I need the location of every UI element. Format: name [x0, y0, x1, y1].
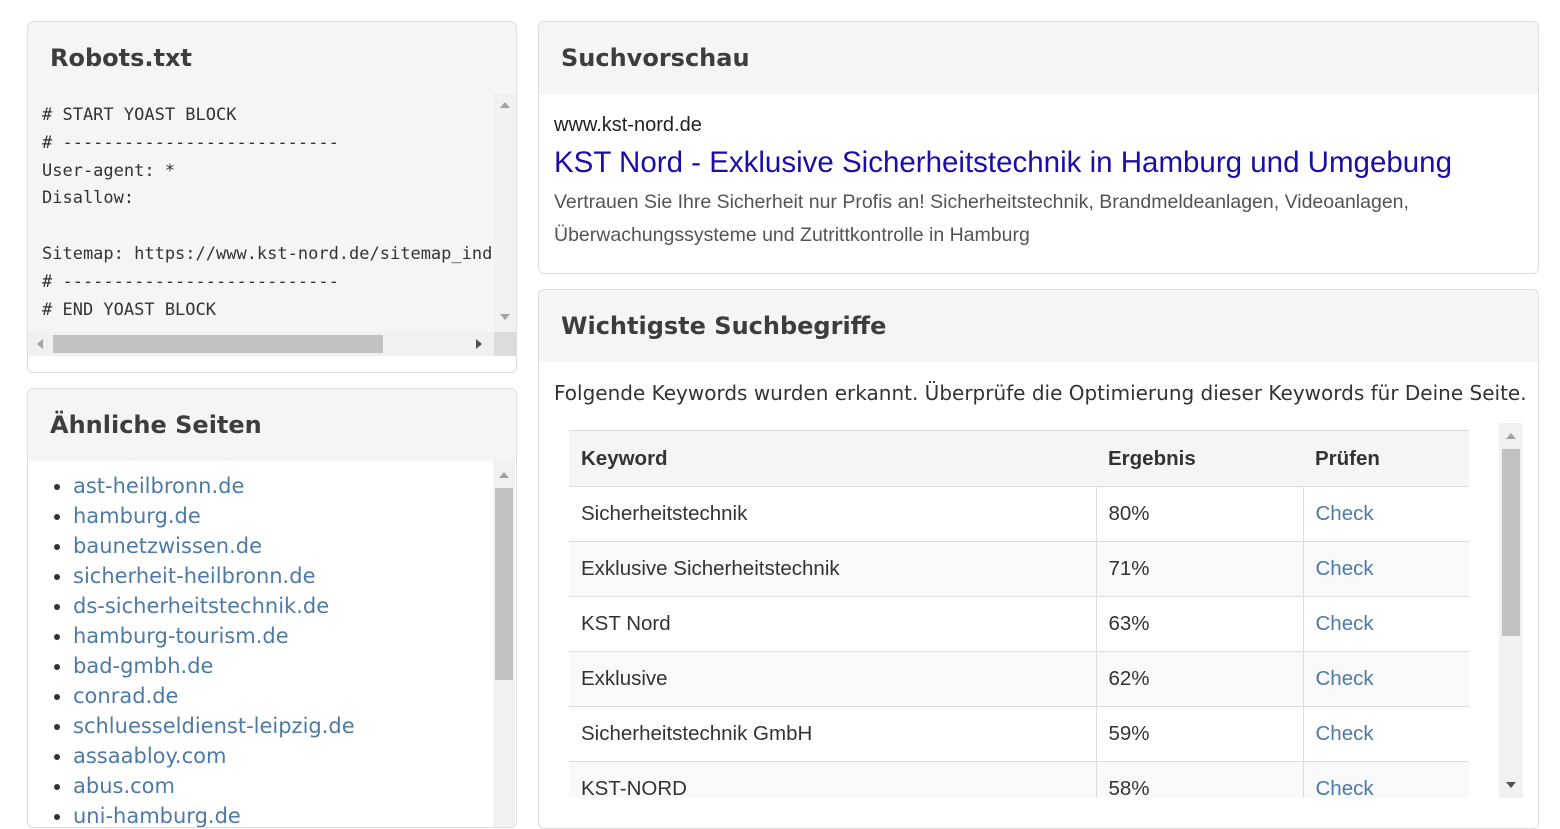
similar-page-link[interactable]: uni-hamburg.de [73, 804, 241, 828]
similar-page-link[interactable]: sicherheit-heilbronn.de [73, 564, 316, 588]
table-row: KST Nord 63% Check [569, 596, 1469, 652]
similar-page-link[interactable]: hamburg.de [73, 504, 201, 528]
scroll-down-arrow-icon[interactable] [1506, 782, 1516, 788]
table-row: Exklusive Sicherheitstechnik 71% Check [569, 541, 1469, 597]
list-item: baunetzwissen.de [73, 531, 493, 561]
check-cell: Check [1302, 486, 1469, 542]
check-link[interactable]: Check [1315, 667, 1374, 690]
robots-horizontal-scroll-thumb[interactable] [53, 335, 383, 353]
similar-pages-panel: Ähnliche Seiten ast-heilbronn.de hamburg… [27, 388, 517, 828]
search-preview-title: Suchvorschau [539, 22, 1538, 94]
check-link[interactable]: Check [1315, 777, 1374, 798]
similar-page-link[interactable]: baunetzwissen.de [73, 534, 263, 558]
keyword-cell: Sicherheitstechnik [569, 486, 1096, 542]
similar-page-link[interactable]: abus.com [73, 774, 175, 798]
list-item: schluesseldienst-leipzig.de [73, 711, 493, 741]
keywords-panel: Wichtigste Suchbegriffe Folgende Keyword… [538, 289, 1539, 829]
serp-snippet: www.kst-nord.de KST Nord - Exklusive Sic… [554, 114, 1514, 252]
scroll-up-arrow-icon[interactable] [499, 472, 509, 478]
score-cell: 63% [1095, 596, 1303, 652]
list-item: ast-heilbronn.de [73, 471, 493, 501]
list-item: ds-sicherheitstechnik.de [73, 591, 493, 621]
similar-pages-list: ast-heilbronn.de hamburg.de baunetzwisse… [28, 461, 493, 828]
robots-textarea[interactable]: # START YOAST BLOCK # ------------------… [28, 94, 516, 356]
scroll-down-arrow-icon[interactable] [500, 314, 510, 320]
keywords-intro-text: Folgende Keywords wurden erkannt. Überpr… [554, 381, 1527, 405]
column-header-result: Ergebnis [1096, 430, 1303, 487]
list-item: uni-hamburg.de [73, 801, 493, 828]
score-cell: 59% [1095, 706, 1303, 762]
robots-content[interactable]: # START YOAST BLOCK # ------------------… [42, 105, 493, 320]
similar-pages-title: Ähnliche Seiten [28, 389, 516, 461]
list-item: hamburg.de [73, 501, 493, 531]
column-header-keyword: Keyword [569, 430, 1096, 487]
search-preview-panel: Suchvorschau www.kst-nord.de KST Nord - … [538, 21, 1539, 274]
check-cell: Check [1302, 596, 1469, 652]
scroll-up-arrow-icon[interactable] [1506, 433, 1516, 439]
check-link[interactable]: Check [1315, 722, 1374, 745]
serp-url: www.kst-nord.de [554, 114, 702, 136]
score-cell: 62% [1095, 651, 1303, 707]
keywords-title: Wichtigste Suchbegriffe [539, 290, 1538, 362]
check-cell: Check [1302, 761, 1469, 798]
similar-page-link[interactable]: ds-sicherheitstechnik.de [73, 594, 330, 618]
check-link[interactable]: Check [1315, 502, 1374, 525]
check-cell: Check [1302, 541, 1469, 597]
keyword-cell: Exklusive [569, 651, 1096, 707]
keywords-scroll-thumb[interactable] [1502, 449, 1520, 636]
score-cell: 58% [1095, 761, 1303, 798]
robots-panel: Robots.txt # START YOAST BLOCK # -------… [27, 21, 517, 373]
keywords-table: Keyword Ergebnis Prüfen Sicherheitstechn… [569, 430, 1469, 798]
list-item: abus.com [73, 771, 493, 801]
robots-horizontal-scrollbar[interactable] [28, 332, 494, 356]
table-header-row: Keyword Ergebnis Prüfen [569, 430, 1469, 487]
similar-page-link[interactable]: assaabloy.com [73, 744, 227, 768]
keyword-cell: Sicherheitstechnik GmbH [569, 706, 1096, 762]
scroll-up-arrow-icon[interactable] [500, 102, 510, 108]
check-cell: Check [1302, 651, 1469, 707]
keyword-cell: Exklusive Sicherheitstechnik [569, 541, 1096, 597]
serp-title-link[interactable]: KST Nord - Exklusive Sicherheitstechnik … [554, 146, 1452, 179]
score-cell: 71% [1095, 541, 1303, 597]
list-item: bad-gmbh.de [73, 651, 493, 681]
check-link[interactable]: Check [1315, 557, 1374, 580]
table-row: Sicherheitstechnik 80% Check [569, 486, 1469, 542]
check-link[interactable]: Check [1315, 612, 1374, 635]
serp-description: Vertrauen Sie Ihre Sicherheit nur Profis… [554, 191, 1409, 246]
similar-page-link[interactable]: bad-gmbh.de [73, 654, 214, 678]
robots-title: Robots.txt [28, 22, 516, 94]
similar-page-link[interactable]: ast-heilbronn.de [73, 474, 245, 498]
robots-vertical-scrollbar[interactable] [494, 94, 516, 332]
similar-pages-scrollbar[interactable] [493, 461, 515, 827]
similar-pages-scroll-thumb[interactable] [495, 488, 513, 680]
table-row: KST-NORD 58% Check [569, 761, 1469, 798]
column-header-check: Prüfen [1303, 430, 1469, 487]
list-item: hamburg-tourism.de [73, 621, 493, 651]
keyword-cell: KST Nord [569, 596, 1096, 652]
list-item: assaabloy.com [73, 741, 493, 771]
similar-page-link[interactable]: schluesseldienst-leipzig.de [73, 714, 355, 738]
list-item: conrad.de [73, 681, 493, 711]
scroll-right-arrow-icon[interactable] [476, 339, 482, 349]
scroll-corner [494, 332, 516, 356]
table-row: Exklusive 62% Check [569, 651, 1469, 707]
table-row: Sicherheitstechnik GmbH 59% Check [569, 706, 1469, 762]
keywords-table-scrollbar[interactable] [1499, 423, 1523, 798]
keywords-table-container: Keyword Ergebnis Prüfen Sicherheitstechn… [569, 430, 1469, 798]
scroll-left-arrow-icon[interactable] [37, 339, 43, 349]
check-cell: Check [1302, 706, 1469, 762]
keyword-cell: KST-NORD [569, 761, 1096, 798]
score-cell: 80% [1095, 486, 1303, 542]
similar-page-link[interactable]: conrad.de [73, 684, 179, 708]
list-item: sicherheit-heilbronn.de [73, 561, 493, 591]
similar-page-link[interactable]: hamburg-tourism.de [73, 624, 289, 648]
